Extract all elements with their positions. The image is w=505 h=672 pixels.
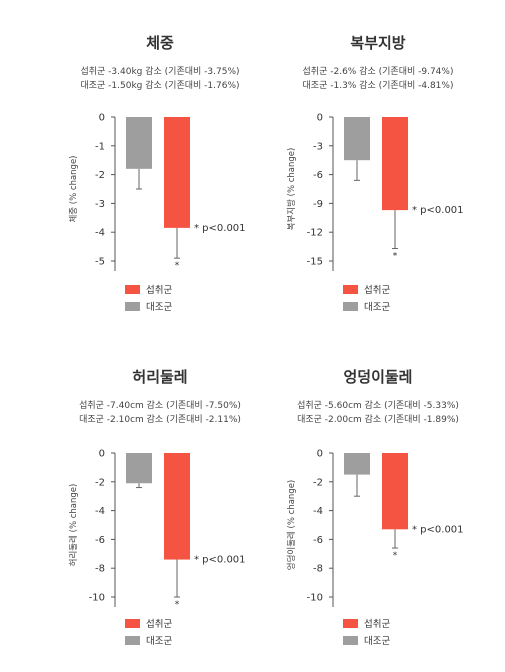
y-tick-label: -6 [313, 170, 323, 181]
y-tick-label: -3 [313, 141, 323, 152]
legend-swatch-control [125, 301, 140, 311]
y-tick-label: -9 [313, 199, 323, 210]
bar-chart-hip: 0 -2 -4 -6 -8 -10 엉덩이둘레 (% change) * * p<0.001 [286, 449, 464, 607]
chart-subtitle-treatment: 섭취군 -5.60cm 감소 (기존대비 -5.33%) [297, 401, 459, 411]
bar-treatment [164, 117, 190, 228]
bar-control [344, 453, 370, 475]
bar-chart-weight: 0 -1 -2 -3 -4 -5 체중 (% change) * * p<0.001 [68, 113, 246, 272]
y-axis-label: 허리둘레 (% change) [69, 484, 79, 567]
legend-label-control: 대조군 [146, 302, 173, 313]
y-tick-label: -6 [95, 535, 105, 546]
legend-swatch-control [125, 635, 140, 645]
significance-annotation: * p<0.001 [412, 205, 464, 216]
chart-subtitle-control: 대조군 -1.50kg 감소 (기존대비 -1.76%) [80, 81, 240, 91]
legend-swatch-treatment [343, 618, 358, 628]
chart-title: 체중 [146, 34, 174, 52]
y-tick-label: 0 [317, 449, 323, 460]
y-tick-label: -4 [95, 506, 105, 517]
legend-swatch-control [343, 635, 358, 645]
y-tick-label: -2 [313, 477, 323, 488]
chart-subtitle-control: 대조군 -2.00cm 감소 (기존대비 -1.89%) [297, 415, 459, 425]
significance-star: * [175, 261, 180, 271]
legend-label-control: 대조군 [364, 302, 391, 313]
y-tick-label: -2 [95, 170, 105, 181]
y-tick-label: -3 [95, 199, 105, 210]
significance-annotation: * p<0.001 [412, 524, 464, 535]
chart-title: 허리둘레 [132, 368, 188, 386]
legend-item-control: 대조군 [343, 299, 390, 313]
y-tick-label: -5 [95, 257, 105, 268]
chart-subtitle-treatment: 섭취군 -3.40kg 감소 (기존대비 -3.75%) [80, 67, 240, 77]
y-tick-label: -15 [307, 257, 323, 268]
chart-legend: 섭취군 대조군 [125, 616, 172, 650]
legend-swatch-treatment [343, 284, 358, 294]
legend-label-control: 대조군 [364, 636, 391, 647]
chart-title: 복부지방 [350, 34, 406, 52]
chart-subtitle-control: 대조군 -1.3% 감소 (기존대비 -4.81%) [302, 81, 454, 91]
y-tick-label: -10 [307, 593, 323, 604]
legend-swatch-treatment [125, 618, 140, 628]
legend-label-treatment: 섭취군 [364, 619, 391, 630]
chart-legend: 섭취군 대조군 [343, 282, 390, 316]
bar-control [344, 117, 370, 161]
y-tick-label: 0 [99, 113, 105, 124]
y-tick-label: 0 [99, 449, 105, 460]
legend-item-treatment: 섭취군 [125, 616, 172, 630]
bar-chart-abdominal-fat: 0 -3 -6 -9 -12 -15 복부지방 (% change) * * p<0.001 [286, 113, 464, 271]
chart-subtitle-treatment: 섭취군 -7.40cm 감소 (기존대비 -7.50%) [79, 401, 241, 411]
legend-item-treatment: 섭취군 [343, 282, 390, 296]
legend-label-treatment: 섭취군 [146, 285, 173, 296]
legend-item-treatment: 섭취군 [343, 616, 390, 630]
significance-star: * [393, 551, 398, 561]
y-axis-label: 체중 (% change) [68, 155, 79, 222]
y-tick-label: -2 [95, 477, 105, 488]
legend-item-treatment: 섭취군 [125, 282, 172, 296]
legend-label-treatment: 섭취군 [146, 619, 173, 630]
significance-star: * [175, 600, 180, 610]
bar-control [126, 117, 152, 169]
y-tick-label: -6 [313, 535, 323, 546]
y-tick-label: -1 [95, 141, 105, 152]
legend-item-control: 대조군 [125, 299, 172, 313]
legend-item-control: 대조군 [343, 633, 390, 647]
bar-treatment [382, 117, 408, 211]
y-tick-label: -4 [95, 228, 105, 239]
legend-swatch-control [343, 301, 358, 311]
legend-item-control: 대조군 [125, 633, 172, 647]
chart-legend: 섭취군 대조군 [125, 282, 172, 316]
y-tick-label: -8 [95, 564, 105, 575]
legend-swatch-treatment [125, 284, 140, 294]
bar-chart-waist: 0 -2 -4 -6 -8 -10 허리둘레 (% change) * * p<0.001 [69, 449, 246, 611]
significance-annotation: * p<0.001 [194, 223, 246, 234]
bar-control [126, 453, 152, 484]
bar-treatment [164, 453, 190, 560]
bar-treatment [382, 453, 408, 530]
y-axis-label: 복부지방 (% change) [286, 148, 297, 231]
y-tick-label: 0 [317, 113, 323, 124]
y-tick-label: -10 [89, 593, 105, 604]
chart-title: 엉덩이둘레 [343, 368, 413, 386]
legend-label-control: 대조군 [146, 636, 173, 647]
y-tick-label: -12 [307, 228, 323, 239]
y-tick-label: -4 [313, 506, 323, 517]
y-tick-label: -8 [313, 564, 323, 575]
legend-label-treatment: 섭취군 [364, 285, 391, 296]
significance-annotation: * p<0.001 [194, 555, 246, 566]
y-axis-label: 엉덩이둘레 (% change) [286, 480, 297, 571]
chart-subtitle-control: 대조군 -2.10cm 감소 (기존대비 -2.11%) [79, 415, 241, 425]
chart-subtitle-treatment: 섭취군 -2.6% 감소 (기존대비 -9.74%) [302, 67, 454, 77]
significance-star: * [393, 252, 398, 262]
chart-legend: 섭취군 대조군 [343, 616, 390, 650]
